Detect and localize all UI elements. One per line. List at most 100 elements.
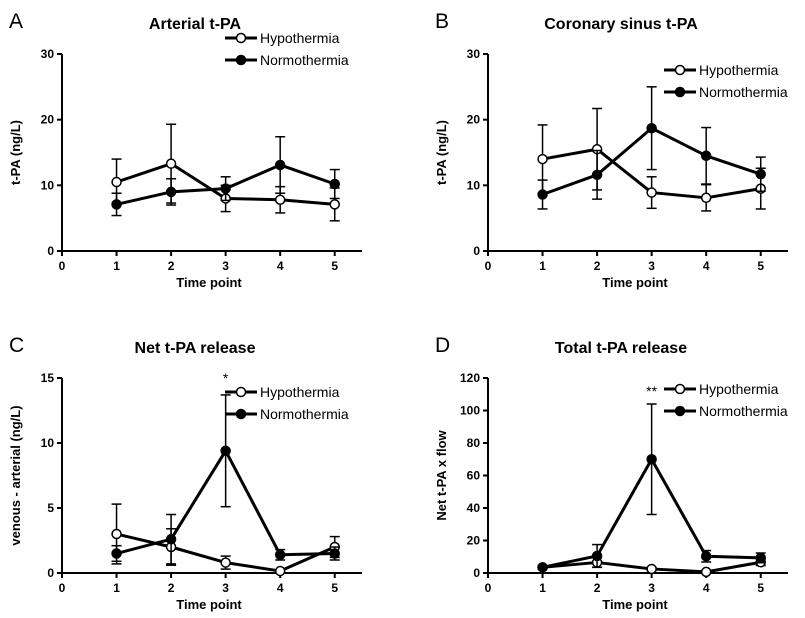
legend-label: Hypothermia: [699, 62, 779, 78]
data-point: [700, 150, 712, 162]
data-point: [329, 548, 340, 559]
y-tick-label: 10: [41, 436, 55, 450]
data-point: [165, 158, 177, 169]
y-axis-title: Net t-PA x flow: [434, 429, 449, 520]
significance-marker: **: [646, 383, 657, 399]
panel-letter: A: [9, 10, 23, 33]
x-tick-label: 3: [648, 259, 655, 273]
y-tick-label: 30: [41, 47, 55, 61]
series-normothermia: [111, 394, 340, 565]
legend: Hypothermia Normothermia: [225, 384, 349, 422]
data-point: [220, 183, 231, 194]
x-tick-label: 5: [757, 581, 764, 595]
x-tick-label: 5: [331, 259, 338, 273]
significance-marker: *: [223, 370, 229, 386]
x-tick-label: 5: [331, 581, 338, 595]
x-axis-title: Time point: [176, 597, 242, 612]
panel-letter: D: [435, 334, 450, 357]
panel-title: Total t-PA release: [555, 340, 687, 357]
x-tick-label: 3: [648, 581, 655, 595]
data-point: [755, 168, 766, 180]
x-tick-label: 1: [113, 259, 120, 273]
panel-letter: B: [435, 10, 449, 33]
y-tick-label: 20: [41, 113, 55, 127]
legend-marker: [235, 32, 247, 44]
data-point: [220, 445, 231, 457]
y-tick-label: 20: [467, 113, 481, 127]
x-tick-label: 4: [277, 259, 284, 273]
y-tick-label: 10: [467, 178, 481, 192]
panel-title: Arterial t-PA: [149, 16, 242, 33]
data-point: [165, 186, 177, 198]
y-tick-label: 5: [47, 501, 54, 515]
y-tick-label: 40: [467, 501, 481, 515]
y-tick-label: 120: [460, 371, 480, 385]
data-point: [537, 562, 548, 573]
x-tick-label: 0: [485, 581, 492, 595]
legend-label: Normothermia: [260, 52, 349, 68]
x-axis-title: Time point: [602, 597, 668, 612]
x-tick-label: 2: [168, 581, 175, 595]
data-point: [646, 122, 657, 134]
legend-label: Hypothermia: [260, 30, 340, 46]
data-point: [274, 194, 286, 206]
data-point: [700, 192, 712, 204]
data-point: [537, 189, 548, 200]
x-tick-label: 2: [594, 581, 601, 595]
y-tick-label: 15: [41, 371, 55, 385]
legend-label: Hypothermia: [260, 384, 340, 400]
y-tick-label: 80: [467, 436, 481, 450]
series-hypothermia: [111, 503, 340, 577]
x-tick-label: 1: [113, 581, 120, 595]
panel-letter: C: [9, 334, 24, 357]
data-point: [646, 187, 657, 198]
y-tick-label: 0: [473, 244, 480, 258]
data-point: [700, 551, 712, 562]
series-normothermia: [537, 86, 766, 210]
legend-marker: [235, 386, 247, 398]
panel-title: Coronary sinus t-PA: [544, 16, 698, 33]
panel-d: D Total t-PA release 0 20 40 60 80 100 120 0 1 2 3 4 5…: [434, 334, 788, 612]
legend-label: Normothermia: [699, 84, 788, 100]
data-point: [646, 563, 657, 575]
y-tick-label: 0: [47, 566, 54, 580]
x-axis-title: Time point: [602, 275, 668, 290]
legend: Hypothermia Normothermia: [225, 30, 349, 68]
legend-marker: [674, 405, 686, 417]
y-tick-label: 10: [41, 178, 55, 192]
y-axis-title: t-PA (ng/L): [8, 120, 23, 185]
x-tick-label: 0: [59, 581, 66, 595]
x-tick-label: 4: [277, 581, 284, 595]
data-point: [591, 169, 603, 181]
y-tick-label: 0: [473, 566, 480, 580]
data-point: [111, 528, 122, 540]
legend-marker: [235, 54, 247, 66]
legend-label: Hypothermia: [699, 381, 779, 397]
legend-label: Normothermia: [260, 406, 349, 422]
data-point: [755, 552, 766, 564]
legend: Hypothermia Normothermia: [664, 381, 788, 419]
data-point: [111, 548, 122, 559]
data-point: [274, 565, 286, 577]
data-point: [111, 199, 122, 210]
data-point: [591, 550, 603, 562]
x-tick-label: 3: [222, 259, 229, 273]
data-point: [700, 566, 712, 578]
panel-title: Net t-PA release: [135, 340, 256, 357]
data-point: [274, 549, 286, 561]
data-point: [329, 199, 340, 210]
series-normothermia: [537, 403, 766, 573]
series-normothermia: [111, 135, 340, 217]
data-point: [111, 176, 122, 188]
panel-b: B Coronary sinus t-PA 0 10 20 30 0 1 2 3 4 5 Time po…: [434, 10, 788, 290]
legend: Hypothermia Normothermia: [664, 62, 788, 100]
x-tick-label: 2: [594, 259, 601, 273]
x-tick-label: 0: [485, 259, 492, 273]
legend-marker: [674, 383, 686, 395]
y-axis-title: t-PA (ng/L): [434, 120, 449, 185]
y-tick-label: 0: [47, 244, 54, 258]
y-tick-label: 20: [467, 534, 481, 548]
legend-marker: [235, 408, 247, 420]
x-tick-label: 0: [59, 259, 66, 273]
